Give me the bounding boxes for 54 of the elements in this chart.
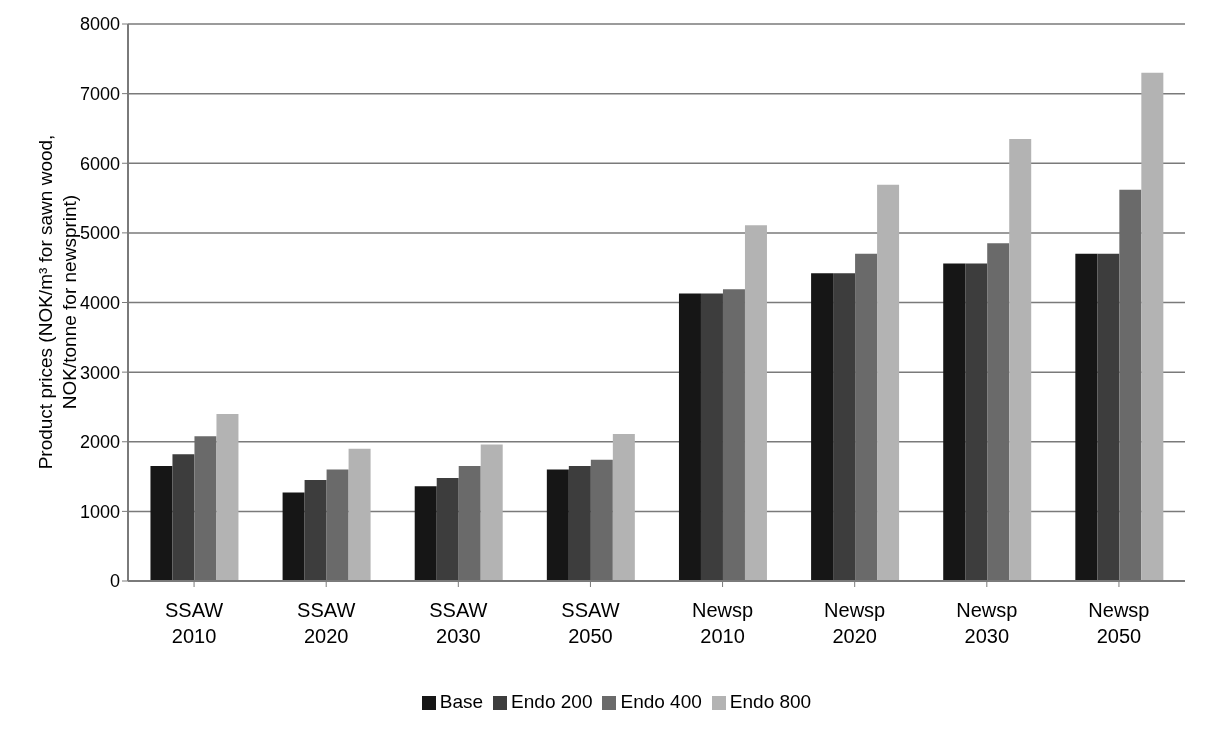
bar bbox=[1009, 138, 1032, 581]
x-tick-label: SSAW 2010 bbox=[164, 599, 224, 647]
bar bbox=[546, 469, 569, 581]
x-tick-label: Newsp 2030 bbox=[956, 599, 1018, 647]
bar bbox=[1075, 253, 1098, 581]
bar bbox=[1119, 189, 1142, 581]
bar bbox=[833, 273, 856, 581]
bar bbox=[282, 492, 305, 581]
bar bbox=[943, 263, 966, 581]
bar bbox=[216, 413, 239, 581]
bar bbox=[678, 293, 701, 581]
x-tick-label: SSAW 2030 bbox=[429, 599, 488, 647]
bar bbox=[965, 263, 988, 581]
bar bbox=[877, 184, 900, 581]
bar bbox=[326, 469, 349, 581]
legend-label: Endo 200 bbox=[511, 691, 593, 712]
bar bbox=[458, 466, 481, 581]
bar bbox=[811, 273, 834, 581]
x-tick-label: Newsp 2020 bbox=[824, 599, 886, 647]
bar bbox=[172, 454, 195, 581]
y-tick-label: 3000 bbox=[79, 362, 120, 383]
bar bbox=[194, 436, 217, 581]
y-tick-label: 7000 bbox=[79, 84, 120, 105]
x-tick-label: SSAW 2050 bbox=[561, 599, 620, 647]
y-tick-label: 1000 bbox=[79, 501, 120, 522]
bar bbox=[348, 448, 371, 581]
bar bbox=[150, 466, 173, 581]
bar bbox=[304, 480, 327, 581]
bar bbox=[612, 434, 635, 581]
bar bbox=[987, 243, 1010, 581]
bar bbox=[480, 444, 503, 581]
x-tick-label: Newsp 2010 bbox=[691, 599, 754, 647]
bar bbox=[722, 289, 745, 581]
bar bbox=[590, 459, 613, 581]
bar bbox=[568, 466, 591, 581]
y-tick-label: 4000 bbox=[79, 292, 120, 313]
bar bbox=[744, 225, 767, 581]
x-tick-label: Newsp 2050 bbox=[1088, 599, 1150, 647]
legend-label: Endo 400 bbox=[620, 691, 702, 712]
bar bbox=[700, 293, 723, 581]
y-tick-label: 6000 bbox=[79, 153, 120, 174]
y-tick-label: 2000 bbox=[79, 432, 120, 453]
bar bbox=[436, 477, 459, 581]
legend-label: Endo 800 bbox=[729, 691, 812, 712]
bar bbox=[1141, 72, 1164, 581]
x-tick-label: SSAW 2020 bbox=[297, 599, 356, 647]
legend-label: Base bbox=[439, 691, 484, 712]
y-tick-label: 8000 bbox=[79, 14, 120, 35]
bar bbox=[414, 486, 437, 581]
bar bbox=[1097, 253, 1120, 581]
bar bbox=[855, 253, 878, 581]
y-tick-label: 0 bbox=[109, 571, 120, 592]
y-tick-label: 5000 bbox=[79, 223, 120, 244]
y-axis-title: Product prices (NOK/m³ for sawn wood, NOK/tonne for newsprint) bbox=[34, 134, 80, 470]
